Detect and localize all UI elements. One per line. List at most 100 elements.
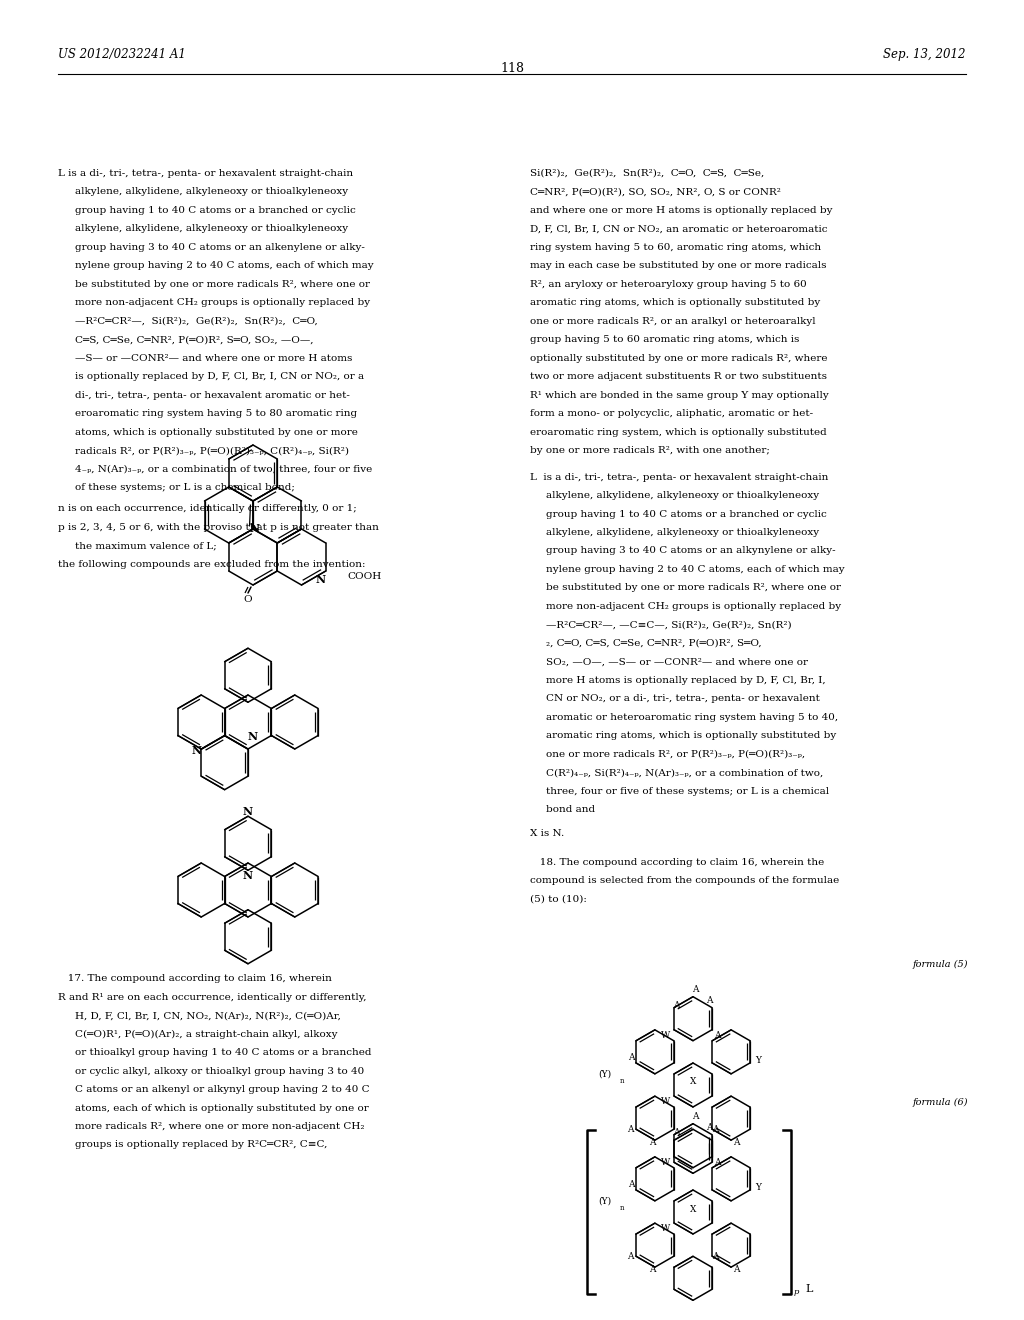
Text: A: A [714, 1031, 720, 1040]
Text: Sep. 13, 2012: Sep. 13, 2012 [883, 48, 966, 61]
Text: compound is selected from the compounds of the formulae: compound is selected from the compounds … [530, 876, 840, 886]
Text: N: N [243, 870, 253, 880]
Text: the maximum valence of L;: the maximum valence of L; [75, 541, 216, 550]
Text: atoms, each of which is optionally substituted by one or: atoms, each of which is optionally subst… [75, 1104, 369, 1113]
Text: p: p [794, 1288, 799, 1296]
Text: formula (5): formula (5) [912, 960, 968, 969]
Text: L is a di-, tri-, tetra-, penta- or hexavalent straight-chain: L is a di-, tri-, tetra-, penta- or hexa… [58, 169, 353, 178]
Text: form a mono- or polycyclic, aliphatic, aromatic or het-: form a mono- or polycyclic, aliphatic, a… [530, 409, 813, 418]
Text: D, F, Cl, Br, I, CN or NO₂, an aromatic or heteroaromatic: D, F, Cl, Br, I, CN or NO₂, an aromatic … [530, 224, 828, 234]
Text: W: W [662, 1097, 671, 1106]
Text: be substituted by one or more radicals R², where one or: be substituted by one or more radicals R… [546, 583, 841, 593]
Text: bond and: bond and [546, 805, 595, 814]
Text: —R²C═CR²—,  Si(R²)₂,  Ge(R²)₂,  Sn(R²)₂,  C═O,: —R²C═CR²—, Si(R²)₂, Ge(R²)₂, Sn(R²)₂, C═… [75, 317, 317, 326]
Text: ₂, C═O, C═S, C═Se, C═NR², P(═O)R², S═O,: ₂, C═O, C═S, C═Se, C═NR², P(═O)R², S═O, [546, 639, 762, 648]
Text: C atoms or an alkenyl or alkynyl group having 2 to 40 C: C atoms or an alkenyl or alkynyl group h… [75, 1085, 370, 1094]
Text: L: L [805, 1284, 813, 1295]
Text: A: A [673, 1127, 679, 1137]
Text: C═NR², P(═O)(R²), SO, SO₂, NR², O, S or CONR²: C═NR², P(═O)(R²), SO, SO₂, NR², O, S or … [530, 187, 781, 197]
Text: one or more radicals R², or an aralkyl or heteroaralkyl: one or more radicals R², or an aralkyl o… [530, 317, 816, 326]
Text: SO₂, —O—, —S— or —CONR²— and where one or: SO₂, —O—, —S— or —CONR²— and where one o… [546, 657, 808, 667]
Text: A: A [627, 1125, 633, 1134]
Text: di-, tri-, tetra-, penta- or hexavalent aromatic or het-: di-, tri-, tetra-, penta- or hexavalent … [75, 391, 349, 400]
Text: (Y): (Y) [599, 1196, 611, 1205]
Text: Y: Y [755, 1056, 761, 1065]
Text: N: N [191, 744, 202, 755]
Text: 118: 118 [500, 62, 524, 75]
Text: more H atoms is optionally replaced by D, F, Cl, Br, I,: more H atoms is optionally replaced by D… [546, 676, 825, 685]
Text: 18. The compound according to claim 16, wherein the: 18. The compound according to claim 16, … [530, 858, 824, 867]
Text: aromatic ring atoms, which is optionally substituted by: aromatic ring atoms, which is optionally… [546, 731, 836, 741]
Text: n: n [620, 1204, 625, 1212]
Text: —S— or —CONR²— and where one or more H atoms: —S— or —CONR²— and where one or more H a… [75, 354, 352, 363]
Text: A: A [733, 1138, 739, 1147]
Text: A: A [628, 1053, 634, 1061]
Text: group having 5 to 60 aromatic ring atoms, which is: group having 5 to 60 aromatic ring atoms… [530, 335, 800, 345]
Text: more radicals R², where one or more non-adjacent CH₂: more radicals R², where one or more non-… [75, 1122, 365, 1131]
Text: three, four or five of these systems; or L is a chemical: three, four or five of these systems; or… [546, 787, 828, 796]
Text: O: O [244, 594, 252, 603]
Text: A: A [692, 985, 698, 994]
Text: A: A [673, 1001, 679, 1010]
Text: alkylene, alkylidene, alkyleneoxy or thioalkyleneoxy: alkylene, alkylidene, alkyleneoxy or thi… [546, 528, 819, 537]
Text: be substituted by one or more radicals R², where one or: be substituted by one or more radicals R… [75, 280, 370, 289]
Text: C(R²)₄₋ₚ, Si(R²)₄₋ₚ, N(Ar)₃₋ₚ, or a combination of two,: C(R²)₄₋ₚ, Si(R²)₄₋ₚ, N(Ar)₃₋ₚ, or a comb… [546, 768, 823, 777]
Text: R², an aryloxy or heteroaryloxy group having 5 to 60: R², an aryloxy or heteroaryloxy group ha… [530, 280, 807, 289]
Text: atoms, which is optionally substituted by one or more: atoms, which is optionally substituted b… [75, 428, 357, 437]
Text: A: A [648, 1265, 655, 1274]
Text: A: A [712, 1125, 718, 1134]
Text: alkylene, alkylidene, alkyleneoxy or thioalkyleneoxy: alkylene, alkylidene, alkyleneoxy or thi… [546, 491, 819, 500]
Text: n: n [620, 1077, 625, 1085]
Text: N: N [243, 805, 253, 817]
Text: A: A [692, 1111, 698, 1121]
Text: Si(R²)₂,  Ge(R²)₂,  Sn(R²)₂,  C═O,  C═S,  C═Se,: Si(R²)₂, Ge(R²)₂, Sn(R²)₂, C═O, C═S, C═S… [530, 169, 765, 178]
Text: nylene group having 2 to 40 C atoms, each of which may: nylene group having 2 to 40 C atoms, eac… [75, 261, 374, 271]
Text: A: A [712, 1253, 718, 1261]
Text: radicals R², or P(R²)₃₋ₚ, P(═O)(R²)₃₋ₚ, C(R²)₄₋ₚ, Si(R²): radicals R², or P(R²)₃₋ₚ, P(═O)(R²)₃₋ₚ, … [75, 446, 349, 455]
Text: W: W [662, 1031, 671, 1040]
Text: formula (6): formula (6) [912, 1098, 968, 1107]
Text: groups is optionally replaced by R²C═CR², C≡C,: groups is optionally replaced by R²C═CR²… [75, 1140, 327, 1150]
Text: A: A [627, 1253, 633, 1261]
Text: A: A [706, 1123, 713, 1131]
Text: eroaromatic ring system, which is optionally substituted: eroaromatic ring system, which is option… [530, 428, 827, 437]
Text: H, D, F, Cl, Br, I, CN, NO₂, N(Ar)₂, N(R²)₂, C(═O)Ar,: H, D, F, Cl, Br, I, CN, NO₂, N(Ar)₂, N(R… [75, 1011, 341, 1020]
Text: group having 3 to 40 C atoms or an alkenylene or alky-: group having 3 to 40 C atoms or an alken… [75, 243, 365, 252]
Text: the following compounds are excluded from the invention:: the following compounds are excluded fro… [58, 560, 366, 569]
Text: L  is a di-, tri-, tetra-, penta- or hexavalent straight-chain: L is a di-, tri-, tetra-, penta- or hexa… [530, 473, 828, 482]
Text: X: X [690, 1077, 696, 1086]
Text: (5) to (10):: (5) to (10): [530, 895, 588, 904]
Text: W: W [662, 1224, 671, 1233]
Text: R¹ which are bonded in the same group Y may optionally: R¹ which are bonded in the same group Y … [530, 391, 829, 400]
Text: —R²C═CR²—, —C≡C—, Si(R²)₂, Ge(R²)₂, Sn(R²): —R²C═CR²—, —C≡C—, Si(R²)₂, Ge(R²)₂, Sn(R… [546, 620, 792, 630]
Text: A: A [648, 1138, 655, 1147]
Text: A: A [706, 995, 713, 1005]
Text: and where one or more H atoms is optionally replaced by: and where one or more H atoms is optiona… [530, 206, 833, 215]
Text: or cyclic alkyl, alkoxy or thioalkyl group having 3 to 40: or cyclic alkyl, alkoxy or thioalkyl gro… [75, 1067, 364, 1076]
Text: R and R¹ are on each occurrence, identically or differently,: R and R¹ are on each occurrence, identic… [58, 993, 367, 1002]
Text: group having 1 to 40 C atoms or a branched or cyclic: group having 1 to 40 C atoms or a branch… [75, 206, 355, 215]
Text: group having 1 to 40 C atoms or a branched or cyclic: group having 1 to 40 C atoms or a branch… [546, 510, 826, 519]
Text: US 2012/0232241 A1: US 2012/0232241 A1 [58, 48, 186, 61]
Text: Y: Y [755, 1183, 761, 1192]
Text: A: A [714, 1158, 720, 1167]
Text: is optionally replaced by D, F, Cl, Br, I, CN or NO₂, or a: is optionally replaced by D, F, Cl, Br, … [75, 372, 364, 381]
Text: aromatic or heteroaromatic ring system having 5 to 40,: aromatic or heteroaromatic ring system h… [546, 713, 838, 722]
Text: or thioalkyl group having 1 to 40 C atoms or a branched: or thioalkyl group having 1 to 40 C atom… [75, 1048, 372, 1057]
Text: CN or NO₂, or a di-, tri-, tetra-, penta- or hexavalent: CN or NO₂, or a di-, tri-, tetra-, penta… [546, 694, 819, 704]
Text: eroaromatic ring system having 5 to 80 aromatic ring: eroaromatic ring system having 5 to 80 a… [75, 409, 357, 418]
Text: A: A [733, 1265, 739, 1274]
Text: optionally substituted by one or more radicals R², where: optionally substituted by one or more ra… [530, 354, 828, 363]
Text: more non-adjacent CH₂ groups is optionally replaced by: more non-adjacent CH₂ groups is optional… [75, 298, 370, 308]
Text: alkylene, alkylidene, alkyleneoxy or thioalkyleneoxy: alkylene, alkylidene, alkyleneoxy or thi… [75, 224, 348, 234]
Text: X is N.: X is N. [530, 829, 564, 838]
Text: alkylene, alkylidene, alkyleneoxy or thioalkyleneoxy: alkylene, alkylidene, alkyleneoxy or thi… [75, 187, 348, 197]
Text: N: N [315, 574, 326, 585]
Text: group having 3 to 40 C atoms or an alkynylene or alky-: group having 3 to 40 C atoms or an alkyn… [546, 546, 836, 556]
Text: ring system having 5 to 60, aromatic ring atoms, which: ring system having 5 to 60, aromatic rin… [530, 243, 821, 252]
Text: N: N [250, 523, 260, 533]
Text: n is on each occurrence, identically or differently, 0 or 1;: n is on each occurrence, identically or … [58, 504, 357, 513]
Text: 4₋ₚ, N(Ar)₃₋ₚ, or a combination of two, three, four or five: 4₋ₚ, N(Ar)₃₋ₚ, or a combination of two, … [75, 465, 372, 474]
Text: one or more radicals R², or P(R²)₃₋ₚ, P(═O)(R²)₃₋ₚ,: one or more radicals R², or P(R²)₃₋ₚ, P(… [546, 750, 805, 759]
Text: C═S, C═Se, C═NR², P(═O)R², S═O, SO₂, —O—,: C═S, C═Se, C═NR², P(═O)R², S═O, SO₂, —O—… [75, 335, 313, 345]
